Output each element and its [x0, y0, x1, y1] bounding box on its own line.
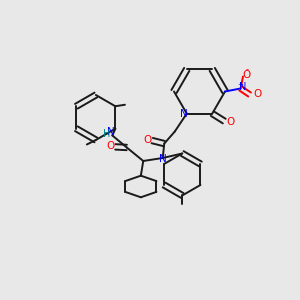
Text: +: + — [237, 82, 243, 88]
Text: O: O — [143, 135, 152, 145]
Text: N: N — [107, 128, 115, 137]
Text: N: N — [239, 82, 246, 92]
Text: N: N — [181, 109, 188, 119]
Text: N: N — [159, 154, 167, 164]
Text: O: O — [226, 117, 234, 127]
Text: -: - — [246, 65, 249, 74]
Text: O: O — [253, 89, 261, 99]
Text: O: O — [242, 70, 250, 80]
Text: H: H — [103, 129, 111, 139]
Text: O: O — [106, 141, 115, 151]
